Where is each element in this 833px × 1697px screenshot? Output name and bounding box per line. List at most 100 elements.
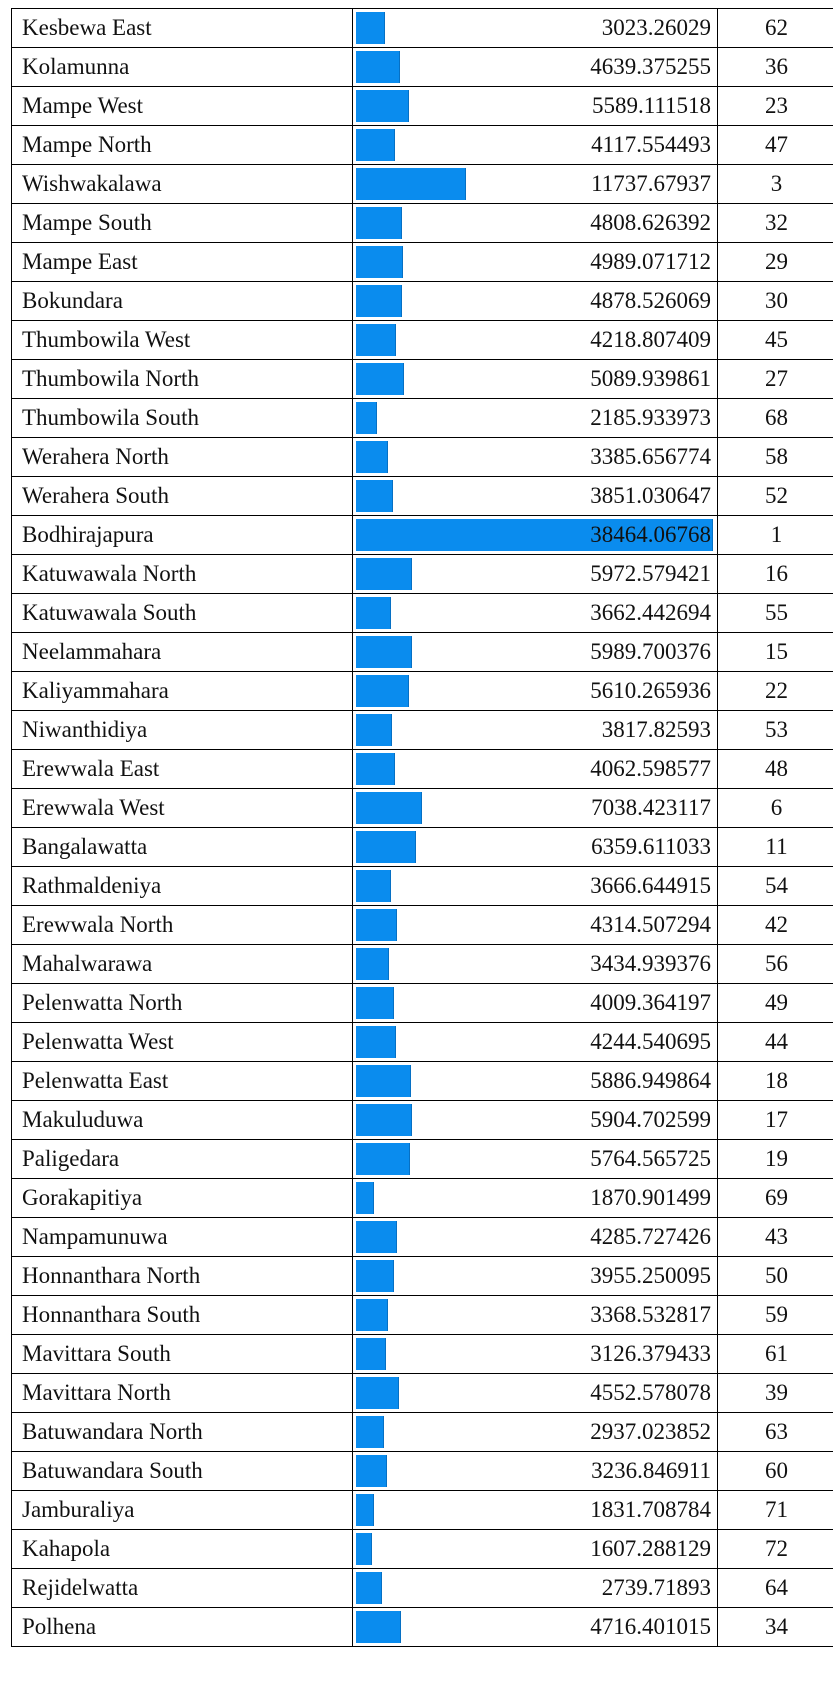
rank: 17 xyxy=(717,1100,833,1140)
data-bar xyxy=(356,1416,385,1448)
area-name: Honnanthara South xyxy=(11,1295,353,1335)
area-name: Erewwala North xyxy=(11,905,353,945)
value: 3817.82593 xyxy=(601,717,711,742)
value-cell: 5610.265936 xyxy=(352,671,718,711)
value: 38464.06768 xyxy=(590,522,711,547)
value: 4716.401015 xyxy=(590,1614,711,1639)
table-row: Wishwakalawa 11737.67937 3 xyxy=(11,164,833,204)
data-bar xyxy=(356,909,397,941)
rank: 63 xyxy=(717,1412,833,1452)
table-row: Mampe North 4117.554493 47 xyxy=(11,125,833,165)
value: 3385.656774 xyxy=(590,444,711,469)
area-name: Erewwala West xyxy=(11,788,353,828)
data-bar xyxy=(356,753,395,785)
data-bar xyxy=(356,987,395,1019)
value-cell: 3434.939376 xyxy=(352,944,718,984)
value-cell: 38464.06768 xyxy=(352,515,718,555)
value-cell: 4117.554493 xyxy=(352,125,718,165)
rank: 55 xyxy=(717,593,833,633)
area-name: Rejidelwatta xyxy=(11,1568,353,1608)
data-bar xyxy=(356,1026,397,1058)
data-bar xyxy=(356,558,413,590)
table-row: Makuluduwa 5904.702599 17 xyxy=(11,1100,833,1140)
value: 3662.442694 xyxy=(590,600,711,625)
table-row: Thumbowila West 4218.807409 45 xyxy=(11,320,833,360)
rank: 52 xyxy=(717,476,833,516)
rank: 32 xyxy=(717,203,833,243)
area-name: Niwanthidiya xyxy=(11,710,353,750)
area-name: Jamburaliya xyxy=(11,1490,353,1530)
value: 5764.565725 xyxy=(590,1146,711,1171)
table-row: Mavittara North 4552.578078 39 xyxy=(11,1373,833,1413)
value: 3368.532817 xyxy=(590,1302,711,1327)
data-bar xyxy=(356,519,713,551)
data-bar xyxy=(356,1221,397,1253)
table-row: Bodhirajapura 38464.06768 1 xyxy=(11,515,833,555)
area-name: Honnanthara North xyxy=(11,1256,353,1296)
value-cell: 4062.598577 xyxy=(352,749,718,789)
rank: 48 xyxy=(717,749,833,789)
area-name: Batuwandara South xyxy=(11,1451,353,1491)
area-name: Bokundara xyxy=(11,281,353,321)
area-name: Thumbowila South xyxy=(11,398,353,438)
table-row: Bokundara 4878.526069 30 xyxy=(11,281,833,321)
rank: 45 xyxy=(717,320,833,360)
data-bar xyxy=(356,831,416,863)
table-row: Werahera South 3851.030647 52 xyxy=(11,476,833,516)
data-bar xyxy=(356,363,405,395)
rank: 39 xyxy=(717,1373,833,1413)
value-cell: 2739.71893 xyxy=(352,1568,718,1608)
rank: 11 xyxy=(717,827,833,867)
data-bar xyxy=(356,1494,374,1526)
area-name: Mavittara South xyxy=(11,1334,353,1374)
value-cell: 4808.626392 xyxy=(352,203,718,243)
value-cell: 5589.111518 xyxy=(352,86,718,126)
area-name: Mahalwarawa xyxy=(11,944,353,984)
rank: 6 xyxy=(717,788,833,828)
rank: 42 xyxy=(717,905,833,945)
area-name: Thumbowila North xyxy=(11,359,353,399)
value-cell: 4314.507294 xyxy=(352,905,718,945)
table-row: Honnanthara North 3955.250095 50 xyxy=(11,1256,833,1296)
value: 4117.554493 xyxy=(591,132,711,157)
value: 4244.540695 xyxy=(590,1029,711,1054)
area-name: Paligedara xyxy=(11,1139,353,1179)
value-cell: 4285.727426 xyxy=(352,1217,718,1257)
data-bar xyxy=(356,1611,401,1643)
area-name: Mampe North xyxy=(11,125,353,165)
value: 5089.939861 xyxy=(590,366,711,391)
table-row: Erewwala North 4314.507294 42 xyxy=(11,905,833,945)
rank: 69 xyxy=(717,1178,833,1218)
rank: 16 xyxy=(717,554,833,594)
rank: 19 xyxy=(717,1139,833,1179)
data-bar xyxy=(356,870,391,902)
rank: 58 xyxy=(717,437,833,477)
rank: 61 xyxy=(717,1334,833,1374)
data-table: Kesbewa East 3023.26029 62 Kolamunna 4639.37… xyxy=(11,8,833,1647)
data-bar xyxy=(356,948,389,980)
value-cell: 4244.540695 xyxy=(352,1022,718,1062)
data-bar xyxy=(356,168,466,200)
rank: 62 xyxy=(717,8,833,48)
rank: 47 xyxy=(717,125,833,165)
value: 5610.265936 xyxy=(590,678,711,703)
data-bar xyxy=(356,1455,387,1487)
value-cell: 4552.578078 xyxy=(352,1373,718,1413)
value-cell: 4716.401015 xyxy=(352,1607,718,1647)
area-name: Nampamunuwa xyxy=(11,1217,353,1257)
value: 2937.023852 xyxy=(590,1419,711,1444)
value: 4989.071712 xyxy=(590,249,711,274)
table-row: Erewwala West 7038.423117 6 xyxy=(11,788,833,828)
rank: 50 xyxy=(717,1256,833,1296)
table-row: Niwanthidiya 3817.82593 53 xyxy=(11,710,833,750)
data-bar xyxy=(356,12,385,44)
rank: 64 xyxy=(717,1568,833,1608)
value: 1831.708784 xyxy=(590,1497,711,1522)
data-bar xyxy=(356,1533,372,1565)
table-row: Neelammahara 5989.700376 15 xyxy=(11,632,833,672)
data-bar xyxy=(356,597,391,629)
rank: 34 xyxy=(717,1607,833,1647)
value: 3851.030647 xyxy=(590,483,711,508)
data-bar xyxy=(356,324,397,356)
